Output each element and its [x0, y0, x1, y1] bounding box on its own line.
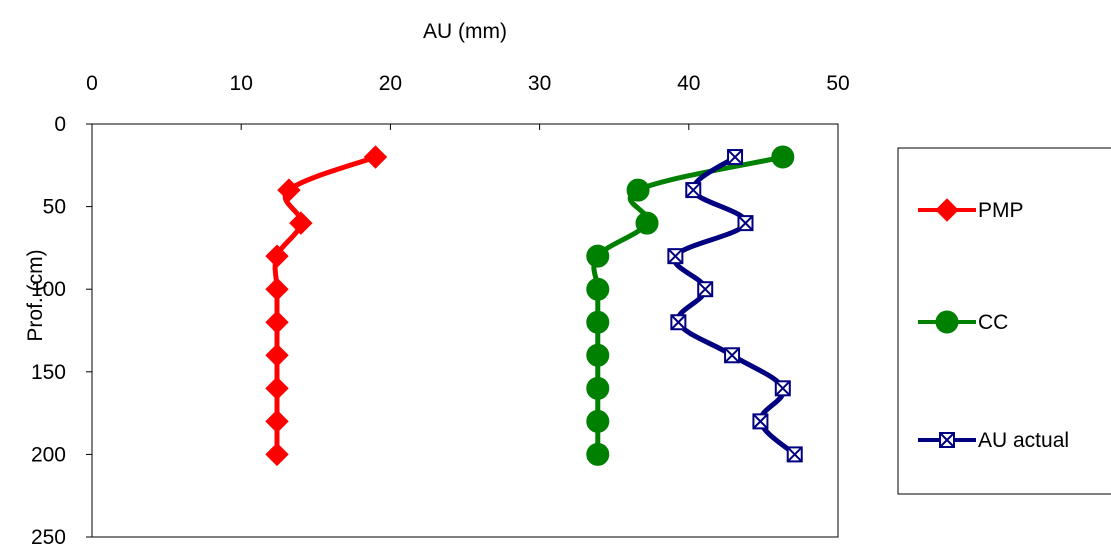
series-line-au-actual — [672, 154, 798, 457]
legend-marker — [939, 432, 955, 448]
legend-label: PMP — [978, 199, 1024, 222]
data-point-pmp — [265, 409, 289, 434]
data-point-pmp — [265, 277, 289, 301]
legend-marker — [935, 310, 959, 334]
data-point-pmp — [289, 211, 313, 235]
data-point-cc — [586, 409, 610, 433]
data-point-au-actual — [697, 281, 714, 298]
data-point-cc — [586, 310, 610, 334]
data-point-cc — [626, 178, 650, 202]
axes: 0 10 20 30 40 50 0 50 100 150 200 250 — [31, 72, 850, 549]
legend-marker — [935, 198, 959, 222]
y-tick-label: 250 — [31, 526, 66, 549]
data-point-cc — [635, 211, 659, 235]
data-point-au-actual — [774, 380, 791, 397]
plot-area — [91, 123, 839, 538]
plot-frame — [91, 123, 839, 538]
x-tick-label: 50 — [826, 72, 849, 95]
data-point-cc — [586, 376, 610, 400]
data-point-au-actual — [786, 446, 803, 463]
x-tick-label: 0 — [86, 72, 98, 95]
data-point-pmp — [277, 178, 301, 202]
x-tick-label: 40 — [677, 72, 700, 95]
data-point-pmp — [265, 376, 289, 401]
legend-item-pmp: PMP — [918, 198, 1024, 222]
series-cc — [586, 145, 795, 466]
x-axis-title: AU (mm) — [423, 20, 507, 43]
data-point-pmp — [265, 244, 289, 268]
data-point-au-actual — [727, 149, 744, 166]
legend-item-au-actual: AU actual — [918, 429, 1069, 452]
y-tick-label: 0 — [54, 113, 66, 136]
data-point-au-actual — [737, 215, 754, 232]
y-tick-label: 50 — [43, 196, 66, 219]
data-point-cc — [586, 277, 610, 301]
x-tick-label: 30 — [528, 72, 551, 95]
legend-label: AU actual — [978, 429, 1069, 452]
series-au-actual — [667, 149, 803, 463]
legend-item-cc: CC — [918, 310, 1008, 334]
data-point-au-actual — [752, 413, 769, 430]
y-tick-label: 200 — [31, 443, 66, 466]
data-point-cc — [586, 442, 610, 466]
series-line-pmp — [272, 154, 378, 457]
series-group — [265, 145, 803, 467]
y-tick-label: 150 — [31, 361, 66, 384]
data-point-pmp — [265, 343, 289, 367]
data-point-pmp — [265, 310, 289, 334]
data-point-pmp — [363, 145, 388, 169]
y-axis-title: Prof. (cm) — [24, 249, 47, 341]
legend-label: CC — [978, 311, 1008, 334]
data-point-pmp — [265, 442, 289, 467]
data-point-cc — [586, 343, 610, 367]
data-point-au-actual — [670, 314, 687, 331]
data-point-au-actual — [724, 347, 741, 364]
series-pmp — [265, 145, 388, 467]
data-point-au-actual — [667, 248, 684, 265]
data-point-cc — [586, 244, 610, 268]
x-tick-label: 20 — [379, 72, 402, 95]
legend: PMP CC AU actual — [897, 147, 1111, 495]
y-tick-label: 100 — [31, 278, 66, 301]
x-tick-label: 10 — [230, 72, 253, 95]
data-point-cc — [771, 145, 795, 169]
data-point-au-actual — [685, 182, 702, 199]
